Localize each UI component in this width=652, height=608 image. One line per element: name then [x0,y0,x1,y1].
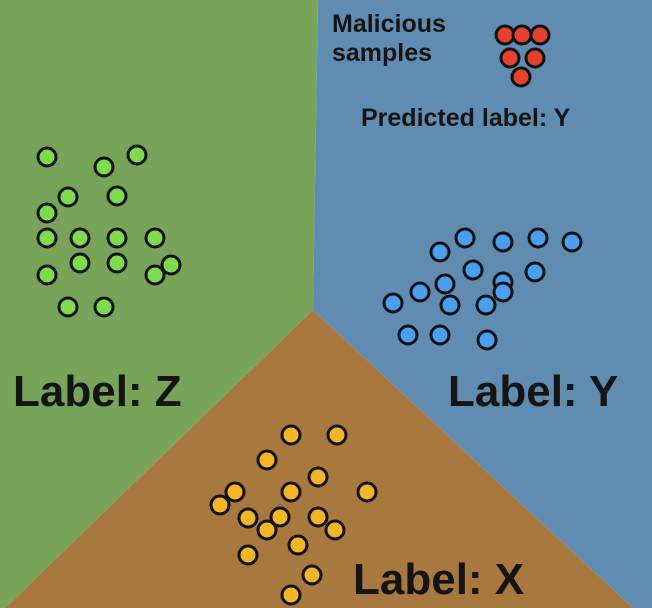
label-y: Label: Y [448,367,619,416]
malicious-label-line2: samples [332,39,433,67]
blue-point [527,227,549,249]
green-point [106,227,128,249]
blue-point [439,294,461,316]
blue-point [409,281,431,303]
orange-point [287,534,309,556]
green-point [36,146,58,168]
green-point [36,202,58,224]
orange-point [307,466,329,488]
green-point [93,156,115,178]
orange-point [280,481,302,503]
green-point [106,252,128,274]
orange-point [326,424,348,446]
malicious-label-line1: Malicious [332,10,446,38]
orange-point [256,519,278,541]
green-point [36,264,58,286]
green-point [106,185,128,207]
malicious-point [524,47,546,69]
blue-point [475,294,497,316]
orange-point [307,506,329,528]
green-point [69,227,91,249]
region-x [5,310,633,608]
orange-point [237,507,259,529]
blue-point [561,231,583,253]
label-z: Label: Z [13,367,182,416]
orange-point [256,449,278,471]
orange-point [280,424,302,446]
green-point [144,227,166,249]
green-point [69,252,91,274]
blue-point [429,241,451,263]
orange-point [324,519,346,541]
green-point [57,186,79,208]
blue-point [462,259,484,281]
green-point [36,227,58,249]
malicious-point [494,24,516,46]
green-point [144,264,166,286]
orange-point [237,544,259,566]
label-x: Label: X [353,555,525,604]
orange-point [269,506,291,528]
orange-point [356,481,378,503]
predicted-label-text: Predicted label: Y [361,104,571,132]
blue-point [492,281,514,303]
malicious-samples-label: Malicious samples [332,10,446,68]
blue-point [382,292,404,314]
blue-point [397,324,419,346]
green-point [160,254,182,276]
orange-point [209,494,231,516]
green-point [126,144,148,166]
malicious-point [499,47,521,69]
orange-point [224,481,246,503]
green-point [93,296,115,318]
malicious-point [529,24,551,46]
blue-point [434,273,456,295]
malicious-point [510,66,532,88]
points-layer [36,24,583,606]
blue-point [524,261,546,283]
blue-point [492,231,514,253]
malicious-point [511,24,533,46]
blue-point [429,324,451,346]
blue-point [454,227,476,249]
region-z [0,0,318,608]
orange-point [301,564,323,586]
blue-point [476,329,498,351]
orange-point [280,584,302,606]
green-point [57,296,79,318]
